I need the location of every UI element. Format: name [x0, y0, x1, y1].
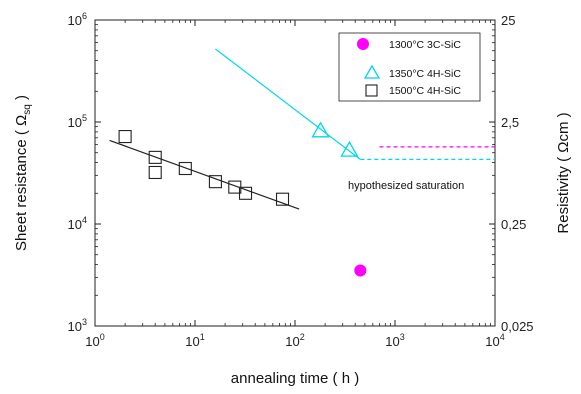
data-point-square: [238, 186, 253, 200]
y-tick-label: 104: [68, 215, 87, 232]
data-point-triangle: [340, 140, 359, 157]
legend-marker-3c-sic: [357, 38, 369, 50]
y2-tick-label: 0,25: [501, 217, 526, 232]
y2-axis-label: Resistivity ( Ωcm ): [555, 112, 572, 233]
y-tick-label: 103: [68, 317, 87, 334]
axis-ticks: [94, 19, 496, 327]
y2-tick-label: 2,5: [501, 115, 519, 130]
y2-tick-label: 25: [501, 13, 515, 28]
data-point-circle: [354, 264, 367, 277]
x-tick-label: 103: [385, 332, 404, 349]
fit-line-series-1: [215, 48, 361, 160]
legend-label-4h-sic-1350: 1350°C 4H-SiC: [389, 68, 461, 80]
legend: 1300°C 3C-SiC 1350°C 4H-SiC 1500°C 4H-Si…: [338, 32, 481, 102]
y2-tick-label: 0,025: [501, 319, 534, 334]
data-points: [118, 121, 367, 277]
axis-tick-labels: 100 101 102 103 104 103 104 105 106 0,025 0,25 2,5 2…: [68, 11, 534, 349]
data-point-square: [148, 150, 162, 164]
x-tick-label: 104: [485, 332, 504, 349]
data-point-square: [148, 165, 162, 180]
y-tick-label: 106: [68, 11, 87, 28]
fit-line-series-2: [109, 139, 300, 210]
data-point-square: [275, 192, 290, 206]
x-tick-label: 100: [85, 332, 104, 349]
data-point-triangle: [311, 121, 330, 138]
fit-lines: [109, 48, 495, 210]
legend-label-4h-sic-1500: 1500°C 4H-SiC: [389, 85, 461, 97]
data-point-square: [208, 175, 222, 189]
legend-marker-4h-sic-1500: [365, 84, 378, 97]
y-axis-label: Sheet resistance ( Ωsq ): [13, 95, 33, 251]
x-axis-label: annealing time ( h ): [231, 370, 359, 387]
data-point-square: [118, 130, 132, 144]
x-tick-label: 102: [285, 332, 304, 349]
y-tick-label: 105: [68, 113, 87, 130]
x-tick-label: 101: [185, 332, 204, 349]
legend-marker-4h-sic-1350: [363, 64, 381, 79]
data-point-square: [178, 161, 192, 176]
saturation-annotation: hypothesized saturation: [348, 180, 464, 192]
legend-label-3c-sic: 1300°C 3C-SiC: [389, 39, 461, 51]
